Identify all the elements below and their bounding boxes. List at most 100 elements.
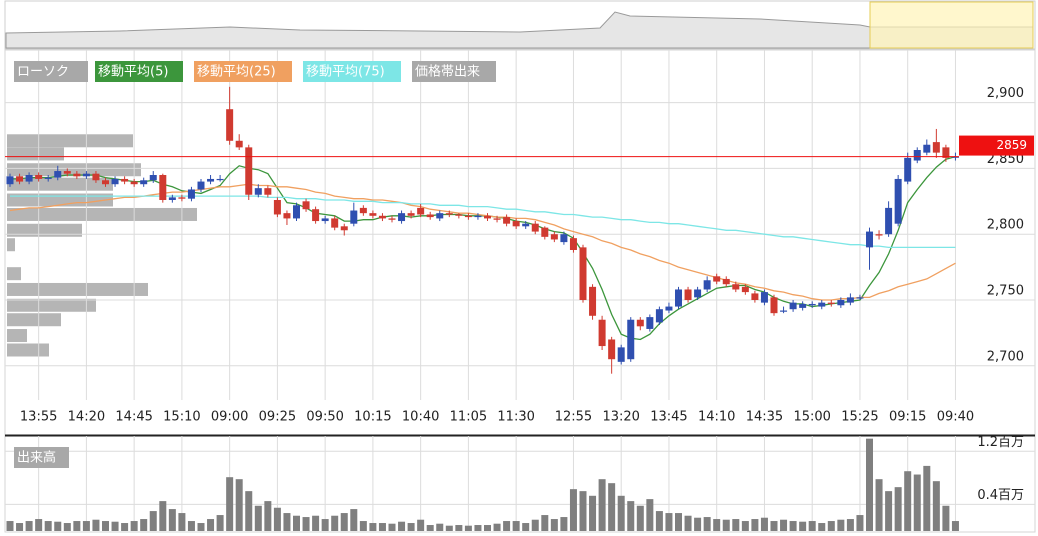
legend-ma-label[interactable]: 移動平均(5) (98, 65, 168, 80)
volume-bar (436, 523, 444, 531)
candle-body (923, 144, 931, 153)
volume-bar (293, 515, 300, 531)
candle-body (846, 297, 854, 303)
volume-bar (168, 509, 176, 531)
candle-body (302, 201, 310, 210)
legend-candles[interactable] (14, 61, 88, 82)
candle-body (321, 218, 329, 222)
candle-body (722, 278, 730, 285)
volume-bar (216, 515, 224, 531)
volume-bar (589, 495, 597, 531)
candle-body (398, 213, 406, 222)
volume-bar (187, 521, 195, 531)
volume-bar (178, 513, 186, 531)
volume-bar (675, 513, 682, 531)
volume-bar (799, 521, 807, 531)
volume-bar (818, 523, 826, 531)
moving-average-line (10, 195, 956, 249)
candle-body (54, 171, 62, 178)
y-tick-label: 2,850 (987, 152, 1024, 167)
volume-bar (388, 523, 396, 531)
legend-profile-label[interactable]: 価格帯出来 (415, 64, 480, 80)
price-volume-bar (7, 207, 197, 221)
candle-body (464, 215, 472, 218)
volume-bar (875, 479, 883, 531)
volume-bar (63, 523, 71, 531)
volume-bar (92, 519, 100, 531)
volume-bar (455, 525, 463, 531)
legend-ma[interactable] (194, 61, 292, 82)
volume-bar (102, 521, 109, 531)
volume-bar (273, 507, 281, 531)
candle-body (808, 303, 816, 306)
volume-bar (904, 471, 912, 531)
legend-candles-label[interactable]: ローソク (17, 65, 69, 80)
legend-ma[interactable] (303, 61, 401, 82)
volume-bar (350, 509, 358, 531)
volume-bar (54, 521, 62, 531)
price-volume-bar (7, 238, 15, 252)
navigator[interactable] (4, 0, 1036, 50)
price-volume-bar (7, 267, 21, 281)
candle-body (121, 178, 129, 182)
volume-bar (44, 521, 52, 531)
volume-bar (35, 519, 43, 531)
volume-bar (713, 519, 721, 531)
volume-bar (866, 438, 873, 531)
price-volume-bar (7, 147, 64, 161)
candle-body (73, 173, 81, 177)
volume-bar (560, 517, 568, 531)
candle-body (951, 156, 959, 158)
volume-bar (474, 525, 482, 531)
price-volume-bar (7, 343, 49, 357)
volume-bar (417, 519, 425, 531)
price-volume-bar (7, 134, 133, 148)
volume-bar (703, 517, 711, 531)
candle-body (703, 280, 711, 290)
volume-bar (885, 491, 893, 531)
candle-body (312, 209, 320, 222)
volume-tick-label: 1.2百万 (977, 435, 1024, 450)
candle-body (636, 319, 644, 327)
x-tick-label: 14:35 (746, 410, 783, 425)
candle-body (484, 215, 491, 219)
x-tick-label: 11:05 (450, 410, 487, 425)
volume-bar (789, 521, 797, 531)
volume-bar (503, 521, 511, 531)
candle-body (665, 306, 673, 311)
legend-profile[interactable] (412, 61, 496, 82)
volume-bar (407, 523, 415, 531)
candle-body (885, 207, 893, 235)
candle-body (111, 178, 119, 185)
volume-bar (522, 523, 530, 531)
candle-body (550, 234, 558, 240)
legend-ma[interactable] (95, 61, 183, 82)
moving-average-line (9, 183, 956, 301)
volume-bar (340, 513, 348, 531)
volume-bar (550, 519, 558, 531)
candle-body (340, 226, 348, 231)
candle-body (608, 339, 616, 360)
x-tick-label: 15:00 (793, 410, 830, 425)
navigator-window[interactable] (869, 1, 1034, 49)
volume-bar (780, 519, 788, 531)
volume-bar (445, 525, 453, 531)
candle-body (426, 214, 434, 218)
candle-body (512, 221, 520, 227)
legend-ma-label[interactable]: 移動平均(25) (197, 65, 276, 80)
candle-body (770, 297, 778, 314)
legend-volume-label[interactable]: 出来高 (17, 450, 56, 466)
volume-bar (484, 525, 491, 531)
candle-body (331, 218, 339, 228)
volume-bar (235, 479, 243, 531)
volume-bar (283, 513, 291, 531)
candle-body (503, 217, 511, 224)
candle-body (102, 180, 109, 185)
volume-bar (426, 525, 434, 531)
legend-volume[interactable] (14, 447, 69, 468)
legend-ma-label[interactable]: 移動平均(75) (306, 65, 385, 80)
candle-body (713, 276, 721, 282)
x-tick-label: 11:30 (497, 410, 534, 425)
candle-body (226, 109, 234, 141)
